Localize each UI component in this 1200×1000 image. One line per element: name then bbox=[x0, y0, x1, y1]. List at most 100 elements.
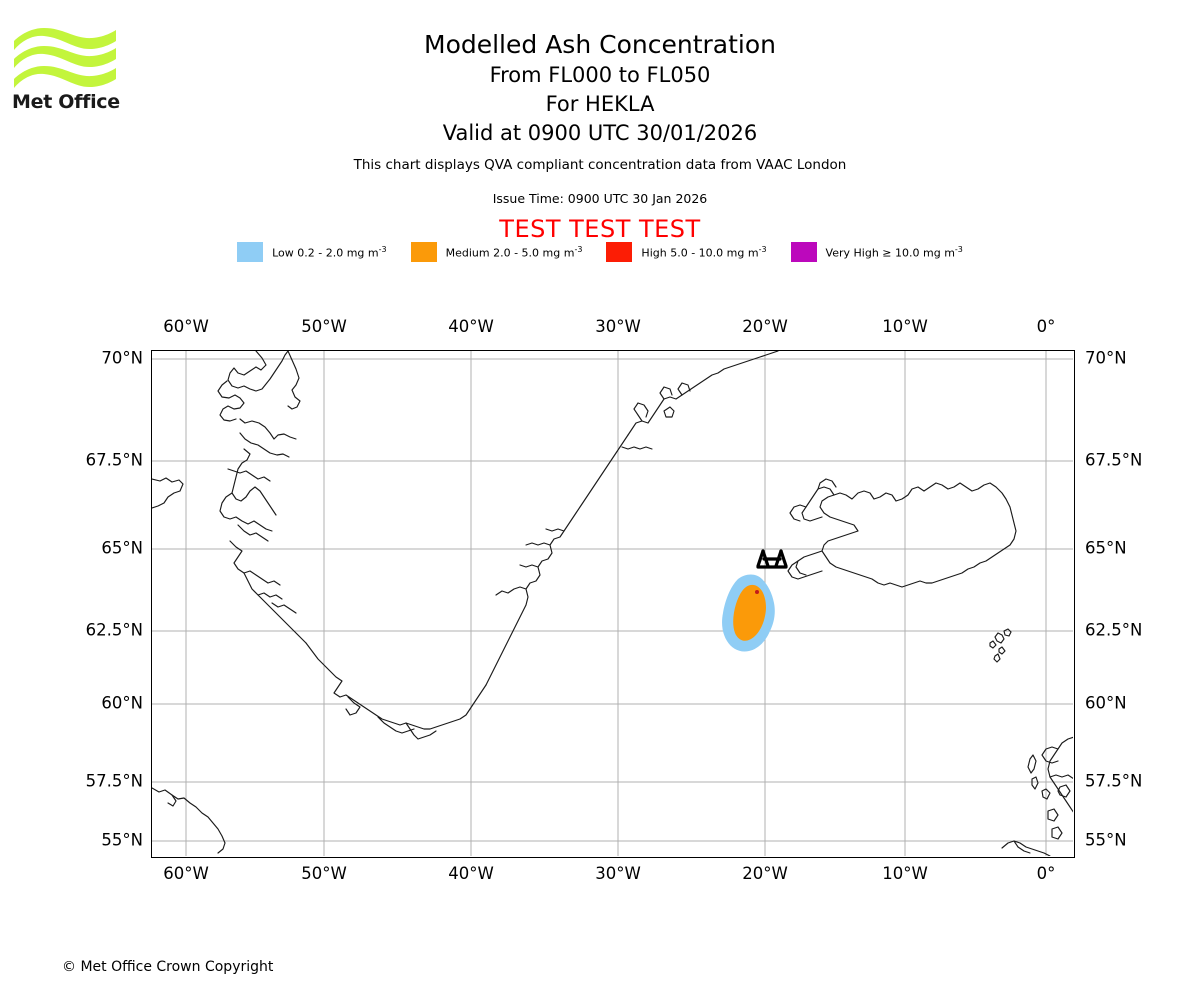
coastline-ireland-n2 bbox=[1013, 840, 1031, 854]
lon-tick-bottom-30w: 30°W bbox=[595, 864, 641, 883]
legend-swatch-medium bbox=[410, 242, 437, 262]
coastline-greenland-ne-isle bbox=[663, 406, 675, 418]
lon-tick-top-50w: 50°W bbox=[301, 317, 347, 336]
coastline-scotland-w2 bbox=[1041, 746, 1059, 764]
coastlines bbox=[152, 351, 1073, 856]
coastline-iceland-nw-fjords bbox=[801, 486, 835, 522]
coastline-greenland-ne-detail2 bbox=[659, 386, 673, 400]
lat-tick-right-575n: 57.5°N bbox=[1085, 771, 1143, 791]
lat-tick-right-65n: 65°N bbox=[1085, 538, 1127, 558]
coastline-scotland bbox=[1047, 736, 1073, 813]
legend-item-very-high: Very High ≥ 10.0 mg m-3 bbox=[790, 242, 963, 262]
issue-time-text: Issue Time: 0900 UTC 30 Jan 2026 bbox=[492, 191, 708, 206]
coastline-baffin bbox=[152, 477, 184, 509]
lon-tick-bottom-60w: 60°W bbox=[163, 864, 209, 883]
coastline-greenland-fjord5 bbox=[219, 492, 273, 532]
coastline-greenland-ne1 bbox=[627, 351, 779, 436]
lat-tick-left-55n: 55°N bbox=[101, 830, 143, 850]
coastline-greenland-s-detail2 bbox=[377, 716, 415, 734]
coastline-greenland-sw1 bbox=[229, 540, 281, 586]
coastline-greenland-fjord4 bbox=[227, 468, 271, 482]
concentration-legend: Low 0.2 - 2.0 mg m-3 Medium 2.0 - 5.0 mg… bbox=[0, 242, 1200, 262]
coastline-greenland-ne-detail1 bbox=[633, 402, 649, 422]
map-canvas bbox=[152, 351, 1073, 856]
lon-tick-bottom-20w: 20°W bbox=[742, 864, 788, 883]
flight-level-subtitle: From FL000 to FL050 bbox=[489, 63, 711, 87]
coastline-greenland-s-tip bbox=[405, 722, 437, 740]
legend-item-medium: Medium 2.0 - 5.0 mg m-3 bbox=[410, 242, 583, 262]
coastline-greenland-south bbox=[305, 642, 487, 730]
legend-label-medium: Medium 2.0 - 5.0 mg m-3 bbox=[445, 244, 583, 260]
lat-tick-left-70n: 70°N bbox=[101, 348, 143, 368]
lon-tick-top-20w: 20°W bbox=[742, 317, 788, 336]
ash-plume-medium bbox=[733, 584, 766, 641]
coastline-faroe-5 bbox=[993, 653, 1001, 663]
coastline-greenland-ne-detail3 bbox=[677, 382, 691, 396]
coastline-iceland bbox=[819, 482, 1017, 588]
coastline-greenland-fjord1 bbox=[239, 418, 297, 440]
legend-item-low: Low 0.2 - 2.0 mg m-3 bbox=[237, 242, 387, 262]
coastline-greenland-nw-isles bbox=[217, 380, 245, 422]
coastline-greenland-scoresby bbox=[621, 446, 653, 450]
met-office-wave-mark bbox=[14, 28, 116, 88]
data-source-note: This chart displays QVA compliant concen… bbox=[353, 157, 847, 173]
lat-tick-right-60n: 60°N bbox=[1085, 693, 1127, 713]
lon-tick-bottom-50w: 50°W bbox=[301, 864, 347, 883]
coastline-greenland-sw2 bbox=[243, 572, 307, 644]
coastline-faroe-2 bbox=[1003, 628, 1012, 637]
graticule-grid bbox=[152, 351, 1073, 856]
coastline-greenland-fjord2 bbox=[239, 432, 290, 458]
lat-tick-left-675n: 67.5°N bbox=[85, 450, 143, 470]
coastline-greenland-e-detail1 bbox=[495, 586, 527, 596]
lon-tick-bottom-10w: 10°W bbox=[882, 864, 928, 883]
chart-title-block: Modelled Ash Concentration From FL000 to… bbox=[0, 28, 1200, 148]
legend-label-low: Low 0.2 - 2.0 mg m-3 bbox=[272, 244, 387, 260]
lon-tick-top-60w: 60°W bbox=[163, 317, 209, 336]
lon-tick-top-10w: 10°W bbox=[882, 317, 928, 336]
coastline-iceland-sw-penin bbox=[787, 550, 823, 580]
coastline-iceland-sw2 bbox=[795, 560, 807, 576]
ash-concentration-map[interactable] bbox=[151, 350, 1075, 858]
coastline-greenland-e-detail3 bbox=[525, 542, 551, 546]
coastline-islay bbox=[1051, 826, 1063, 840]
coastline-ireland-ne bbox=[1001, 840, 1051, 856]
lon-tick-bottom-0: 0° bbox=[1036, 864, 1056, 883]
volcano-marker bbox=[756, 549, 788, 569]
page-title: Modelled Ash Concentration bbox=[424, 30, 776, 59]
coastline-greenland-sw3 bbox=[257, 592, 283, 600]
lat-tick-left-625n: 62.5°N bbox=[85, 620, 143, 640]
coastline-greenland-s-detail1 bbox=[345, 696, 361, 716]
valid-time-subtitle: Valid at 0900 UTC 30/01/2026 bbox=[442, 121, 758, 145]
legend-label-very-high: Very High ≥ 10.0 mg m-3 bbox=[825, 244, 963, 260]
coastline-faroe-3 bbox=[989, 640, 997, 649]
lon-tick-top-0: 0° bbox=[1036, 317, 1056, 336]
volcano-subtitle: For HEKLA bbox=[545, 92, 655, 116]
coastline-greenland-sw4 bbox=[271, 602, 297, 614]
legend-item-high: High 5.0 - 10.0 mg m-3 bbox=[606, 242, 767, 262]
lon-tick-bottom-40w: 40°W bbox=[448, 864, 494, 883]
lon-tick-top-40w: 40°W bbox=[448, 317, 494, 336]
lat-tick-left-65n: 65°N bbox=[101, 538, 143, 558]
lat-tick-right-55n: 55°N bbox=[1085, 830, 1127, 850]
map-frame bbox=[151, 350, 1075, 858]
coastline-greenland-w2 bbox=[287, 351, 301, 410]
test-banner: TEST TEST TEST bbox=[499, 215, 701, 243]
legend-swatch-high bbox=[606, 242, 633, 262]
coastline-greenland-east bbox=[485, 434, 629, 686]
lat-tick-left-60n: 60°N bbox=[101, 693, 143, 713]
coastline-greenland-e-detail4 bbox=[545, 528, 565, 532]
copyright-footer: © Met Office Crown Copyright bbox=[62, 959, 274, 975]
lat-tick-right-625n: 62.5°N bbox=[1085, 620, 1143, 640]
coastline-greenland-fjord6 bbox=[237, 524, 269, 542]
coastline-hebrides-3 bbox=[1041, 788, 1051, 800]
coastline-labrador bbox=[152, 787, 226, 854]
coastline-labrador-inner bbox=[167, 794, 177, 807]
lon-tick-top-30w: 30°W bbox=[595, 317, 641, 336]
coastline-faroe-1 bbox=[994, 632, 1005, 644]
coastline-faroe-4 bbox=[998, 646, 1006, 655]
lat-tick-left-575n: 57.5°N bbox=[85, 771, 143, 791]
coastline-greenland-west bbox=[227, 351, 289, 392]
met-office-logo-text: Met Office bbox=[12, 91, 120, 113]
coastline-scotland-w1 bbox=[1049, 774, 1073, 780]
legend-swatch-very-high bbox=[790, 242, 817, 262]
